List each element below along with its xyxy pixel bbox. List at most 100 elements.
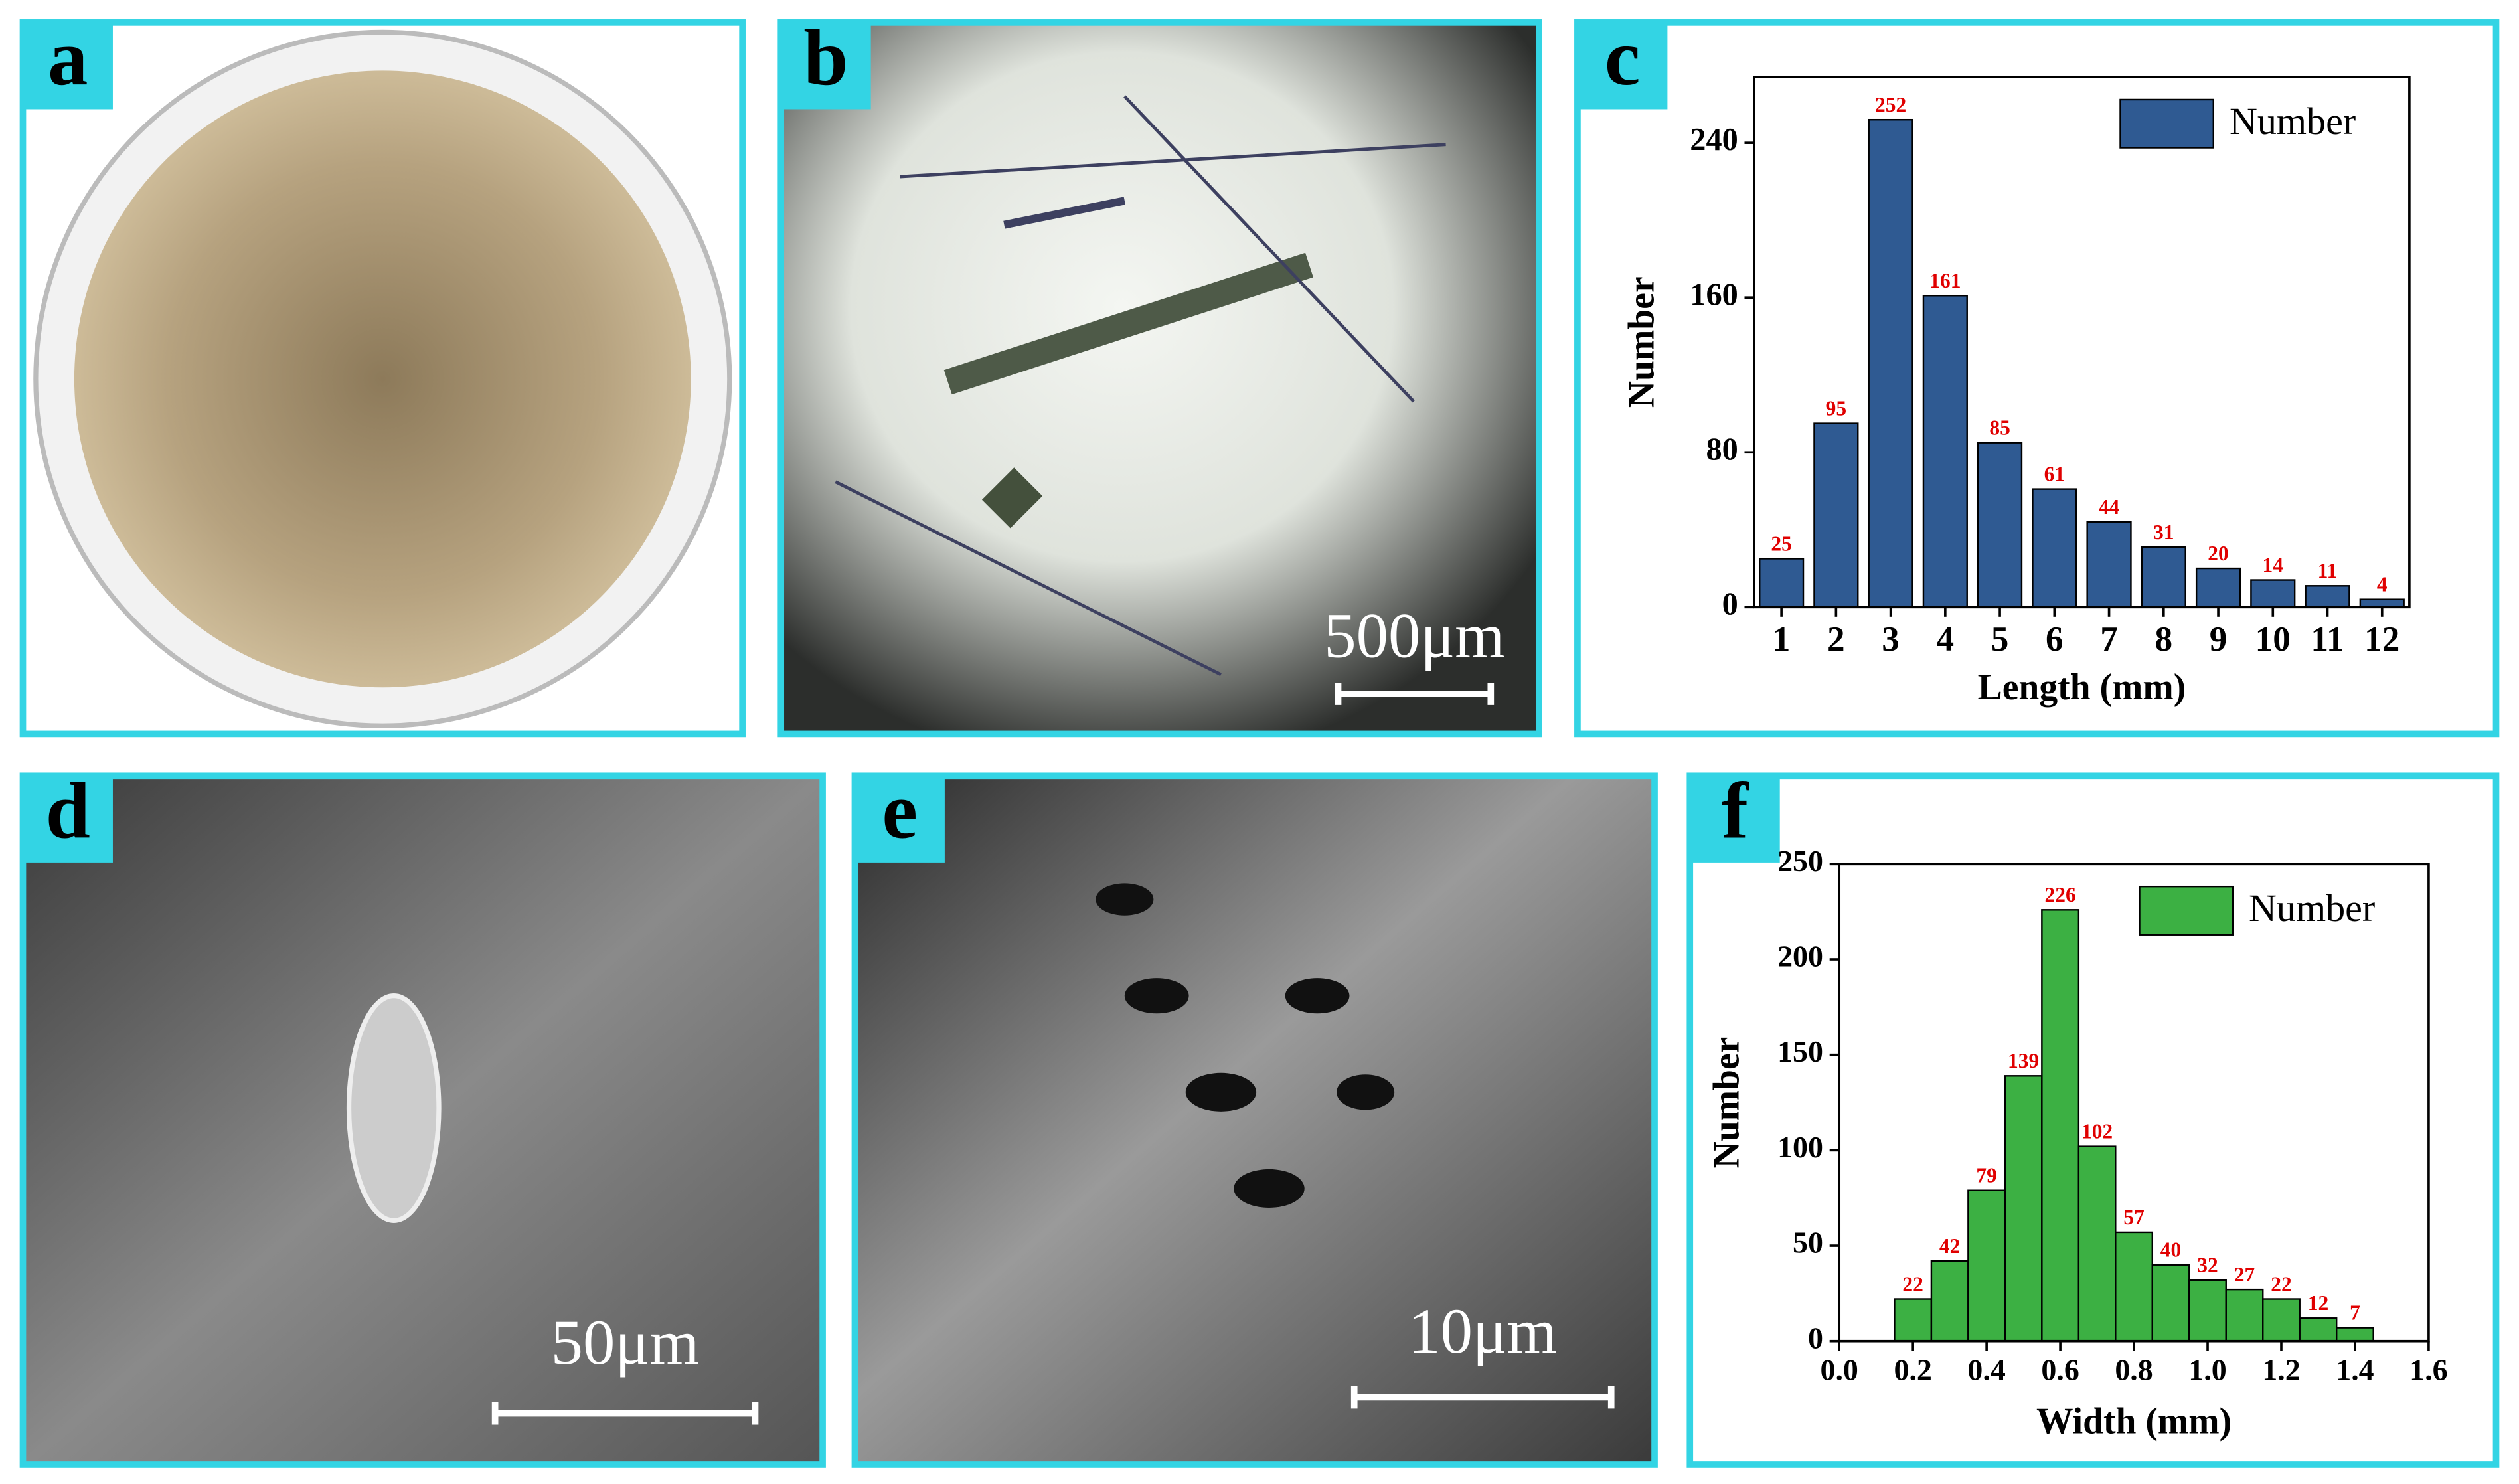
y-axis-title: Number bbox=[1621, 276, 1662, 408]
bar bbox=[2141, 546, 2186, 608]
value-label: 42 bbox=[1939, 1234, 1960, 1258]
y-tick-label: 150 bbox=[1777, 1034, 1823, 1068]
scale-bar-label: 50μm bbox=[551, 1307, 700, 1378]
label-box bbox=[1690, 776, 1780, 863]
value-label: 20 bbox=[2208, 542, 2228, 565]
x-tick-label: 0.4 bbox=[1967, 1353, 2005, 1387]
bar bbox=[1759, 558, 1805, 608]
value-label: 252 bbox=[1875, 93, 1906, 116]
bar bbox=[2086, 521, 2132, 608]
bar bbox=[2299, 1317, 2338, 1342]
bar bbox=[2041, 909, 2080, 1342]
value-label: 79 bbox=[1976, 1164, 1996, 1187]
bar bbox=[2032, 488, 2077, 608]
bar bbox=[1868, 118, 1913, 608]
panel-label: d bbox=[46, 766, 90, 855]
value-label: 11 bbox=[2318, 559, 2338, 582]
bar bbox=[1930, 1260, 1969, 1342]
x-tick-label: 7 bbox=[2100, 619, 2118, 659]
legend-label: Number bbox=[2230, 100, 2356, 143]
label-box bbox=[23, 22, 113, 110]
x-tick-label: 1.0 bbox=[2188, 1353, 2226, 1387]
bar bbox=[2305, 585, 2350, 608]
bar bbox=[2250, 579, 2296, 608]
plot-frame bbox=[1838, 863, 2430, 1343]
bar bbox=[2262, 1298, 2301, 1342]
bar bbox=[2077, 1145, 2117, 1342]
label-box bbox=[23, 776, 113, 863]
x-axis-title: Length (mm) bbox=[1978, 667, 2186, 708]
plot-frame bbox=[1753, 76, 2411, 609]
bar bbox=[2004, 1075, 2043, 1342]
label-box bbox=[781, 22, 871, 110]
y-axis-title: Number bbox=[1706, 1037, 1747, 1169]
y-tick-label: 50 bbox=[1793, 1226, 1823, 1260]
x-tick-label: 11 bbox=[2311, 619, 2344, 659]
value-label: 44 bbox=[2099, 495, 2120, 519]
scale-bar bbox=[1335, 683, 1495, 705]
legend-swatch bbox=[2119, 98, 2214, 149]
bar bbox=[1967, 1189, 2006, 1342]
value-label: 7 bbox=[2350, 1301, 2360, 1324]
bar bbox=[1894, 1298, 1933, 1342]
scale-bar bbox=[491, 1402, 759, 1425]
y-tick-label: 100 bbox=[1777, 1130, 1823, 1164]
x-tick-label: 6 bbox=[2046, 619, 2064, 659]
value-label: 57 bbox=[2123, 1206, 2144, 1229]
scale-bar bbox=[1350, 1386, 1615, 1409]
x-tick-label: 5 bbox=[1991, 619, 2009, 659]
value-label: 161 bbox=[1929, 269, 1961, 292]
value-label: 22 bbox=[2271, 1272, 2291, 1295]
panel-frame bbox=[851, 772, 1658, 1468]
bar bbox=[1813, 422, 1859, 608]
x-tick-label: 1.6 bbox=[2409, 1353, 2447, 1387]
bar bbox=[1922, 295, 1968, 608]
label-box bbox=[1577, 22, 1668, 110]
x-tick-label: 0.2 bbox=[1894, 1353, 1931, 1387]
x-tick-label: 1 bbox=[1773, 619, 1791, 659]
x-tick-label: 0.8 bbox=[2115, 1353, 2153, 1387]
pits bbox=[1096, 883, 1395, 1208]
label-box bbox=[854, 776, 945, 863]
x-tick-label: 3 bbox=[1882, 619, 1900, 659]
value-label: 85 bbox=[1989, 416, 2010, 440]
x-tick-label: 12 bbox=[2364, 619, 2399, 659]
value-label: 40 bbox=[2160, 1238, 2181, 1262]
value-label: 95 bbox=[1826, 396, 1846, 420]
value-label: 61 bbox=[2044, 462, 2065, 485]
bar bbox=[2195, 567, 2241, 608]
x-tick-label: 10 bbox=[2255, 619, 2291, 659]
y-tick-label: 160 bbox=[1690, 277, 1738, 312]
bar bbox=[2225, 1288, 2264, 1342]
bar bbox=[2188, 1279, 2227, 1342]
legend-swatch bbox=[2139, 885, 2234, 936]
fiber-pile bbox=[74, 70, 691, 688]
bar bbox=[2151, 1264, 2190, 1342]
y-tick-label: 250 bbox=[1777, 844, 1823, 878]
x-tick-label: 2 bbox=[1827, 619, 1845, 659]
x-tick-label: 4 bbox=[1937, 619, 1955, 659]
y-tick-label: 200 bbox=[1777, 940, 1823, 973]
value-label: 27 bbox=[2234, 1263, 2255, 1286]
value-label: 226 bbox=[2045, 883, 2076, 906]
panel-label: a bbox=[48, 13, 88, 102]
panel-frame bbox=[1686, 772, 2500, 1468]
value-label: 22 bbox=[1902, 1272, 1923, 1295]
value-label: 4 bbox=[2377, 573, 2388, 596]
scale-bar-label: 10μm bbox=[1408, 1295, 1557, 1366]
value-label: 32 bbox=[2197, 1254, 2218, 1277]
value-label: 31 bbox=[2153, 521, 2174, 544]
y-tick-label: 240 bbox=[1690, 122, 1738, 157]
x-tick-label: 1.4 bbox=[2336, 1353, 2374, 1387]
panel-label: e bbox=[882, 766, 918, 855]
bar bbox=[1977, 442, 2023, 608]
y-tick-label: 0 bbox=[1808, 1321, 1823, 1355]
x-tick-label: 0.0 bbox=[1820, 1353, 1858, 1387]
x-tick-label: 0.6 bbox=[2041, 1353, 2079, 1387]
value-label: 102 bbox=[2081, 1119, 2113, 1143]
scale-bar-label: 500μm bbox=[1324, 600, 1504, 671]
panel-label: b bbox=[803, 13, 848, 102]
y-tick-label: 0 bbox=[1722, 586, 1738, 621]
panel-label: c bbox=[1605, 13, 1641, 102]
